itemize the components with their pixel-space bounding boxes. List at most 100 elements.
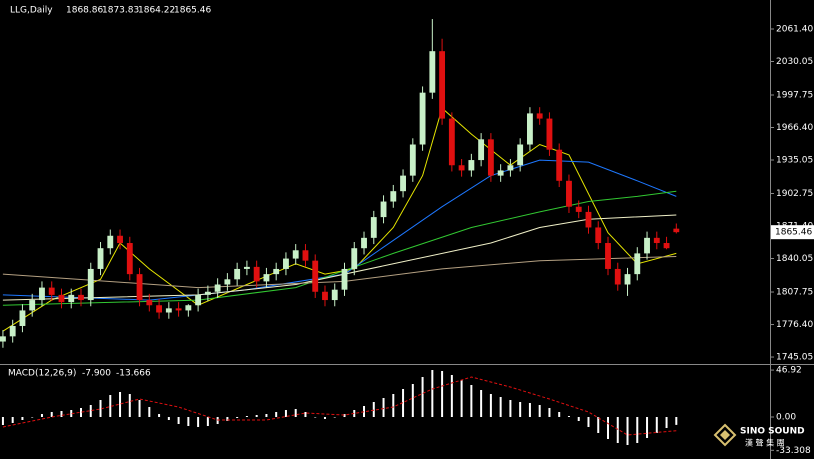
macd-signal-value: -13.666 (116, 369, 151, 379)
macd-bar (402, 389, 405, 417)
candle-body (370, 217, 377, 238)
macd-bar (636, 417, 639, 443)
candle-body (478, 139, 485, 161)
macd-bar (489, 394, 492, 417)
moving-average (2, 214, 677, 301)
candle-body (283, 258, 289, 269)
candle-body (614, 268, 621, 285)
macd-bar (197, 417, 200, 427)
candle-body (497, 170, 504, 176)
macd-bar (616, 417, 619, 443)
last-price-label: 1865.46 (775, 228, 812, 238)
macd-bar (411, 384, 414, 417)
price-panel: 2061.40 2030.05 1997.75 1966.40 1935.05 1902.… (0, 19, 814, 363)
macd-bar (89, 405, 92, 417)
macd-bar (392, 394, 395, 417)
candle-body (0, 336, 6, 342)
candle-body (380, 201, 387, 218)
candle-body (87, 268, 94, 301)
y-tick-label: 1902.75 (776, 189, 813, 199)
candle-body (224, 279, 231, 285)
candle-body (351, 248, 358, 269)
candle-body (273, 268, 280, 275)
logo-name: SINO SOUND (740, 427, 805, 437)
macd-bar (587, 417, 590, 427)
candle-body (439, 51, 446, 119)
macd-bar (109, 395, 112, 417)
macd-bar (284, 410, 287, 417)
macd-bar (1, 417, 4, 425)
macd-bar (519, 402, 522, 417)
candle-body (126, 243, 133, 275)
y-tick-label: 1997.75 (776, 90, 813, 100)
candle-body (214, 284, 221, 292)
macd-bar (138, 400, 141, 417)
macd-bar (99, 400, 102, 417)
macd-bar (382, 398, 385, 417)
macd-bar (626, 417, 629, 445)
macd-bar (187, 417, 190, 426)
chart-title: LLG,Daily (10, 6, 53, 16)
macd-bar (314, 417, 317, 418)
macd-bar (11, 417, 14, 423)
y-tick-label: 46.92 (776, 366, 802, 376)
macd-bar (343, 414, 346, 417)
candle-body (253, 266, 260, 282)
candle-body (195, 294, 202, 306)
ohlc-high: 1873.83 (102, 6, 139, 16)
candle-body (673, 228, 680, 233)
candle-body (68, 294, 75, 303)
moving-average (2, 190, 677, 306)
macd-bar (119, 392, 122, 417)
macd-bar (460, 380, 463, 417)
macd-bar (265, 414, 268, 417)
moving-average (2, 107, 677, 332)
candle-body (390, 191, 397, 202)
macd-bar (528, 403, 531, 417)
macd-bar (480, 390, 483, 417)
macd-bar (304, 412, 307, 417)
macd-bar (158, 414, 161, 417)
macd-bar (421, 377, 424, 417)
candle-body (468, 160, 475, 171)
last-price-box (771, 225, 814, 240)
ohlc-low: 1864.22 (138, 6, 175, 16)
candle-body (136, 274, 143, 301)
logo-icon-inner (720, 430, 730, 440)
candle-body (58, 294, 65, 303)
candle-body (9, 325, 16, 337)
candle-body (39, 287, 45, 301)
macd-bar (548, 408, 551, 417)
macd-bar (470, 385, 473, 417)
candle-body (185, 305, 192, 311)
macd-bar (60, 411, 63, 417)
macd-bar (372, 402, 375, 417)
candle-body (97, 248, 104, 269)
macd-bar (70, 410, 73, 417)
y-tick-label: 1966.40 (776, 123, 813, 133)
macd-bar (509, 400, 512, 417)
macd-bar (206, 417, 209, 426)
macd-panel: 46.92 0.00 -33.308 (1, 366, 811, 456)
macd-bar (675, 417, 678, 425)
y-tick-label: 1935.05 (776, 156, 813, 166)
y-tick-label: 0.00 (776, 413, 796, 423)
candle-body (595, 227, 602, 244)
y-tick-label: 2030.05 (776, 57, 813, 67)
macd-title: MACD(12,26,9) (8, 369, 76, 379)
macd-bar (665, 417, 668, 428)
candle-body (234, 268, 241, 280)
candle-body (107, 235, 114, 249)
macd-bar (40, 414, 43, 417)
macd-bar (148, 407, 151, 417)
candle-body (448, 118, 455, 166)
candle-body (487, 139, 494, 176)
candle-body (653, 237, 660, 244)
macd-bar (167, 417, 170, 420)
macd-bar (431, 370, 434, 417)
y-tick-label: 1840.05 (776, 254, 813, 264)
macd-bar (31, 417, 34, 418)
candle-body (526, 113, 533, 145)
